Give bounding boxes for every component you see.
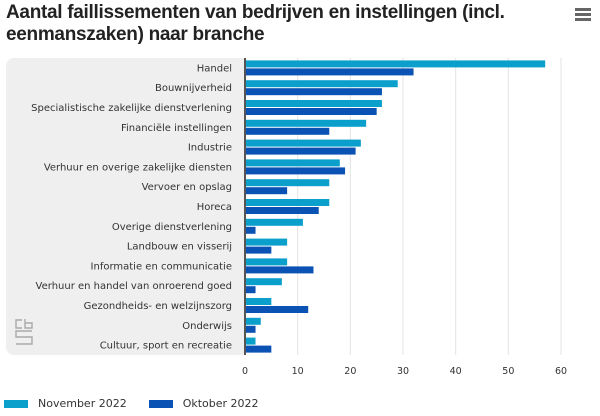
category-label: Landbouw en visserij <box>127 242 232 253</box>
x-tick-label: 50 <box>502 366 514 377</box>
bar-oktober-2022[interactable] <box>245 167 346 175</box>
bar-november-2022[interactable] <box>245 139 361 147</box>
legend-label: Oktober 2022 <box>182 397 259 410</box>
bar-november-2022[interactable] <box>245 298 272 305</box>
bar-oktober-2022[interactable] <box>245 147 356 155</box>
bar-oktober-2022[interactable] <box>245 127 330 135</box>
category-label: Onderwijs <box>182 321 232 332</box>
bar-oktober-2022[interactable] <box>245 207 319 214</box>
category-label: Financiële instellingen <box>121 123 232 134</box>
chart-title: Aantal faillissementen van bedrijven en … <box>6 2 505 45</box>
legend: November 2022 Oktober 2022 <box>4 397 281 410</box>
bar-november-2022[interactable] <box>245 80 398 88</box>
x-tick-label: 40 <box>450 366 462 377</box>
bar-november-2022[interactable] <box>245 317 261 325</box>
legend-label: November 2022 <box>38 397 127 410</box>
category-label: Vervoer en opslag <box>142 182 232 193</box>
category-label: Verhuur en overige zakelijke diensten <box>44 162 232 173</box>
bar-oktober-2022[interactable] <box>245 325 256 333</box>
bar-november-2022[interactable] <box>245 60 546 68</box>
category-label: Cultuur, sport en recreatie <box>100 341 232 352</box>
bar-oktober-2022[interactable] <box>245 88 382 96</box>
bar-oktober-2022[interactable] <box>245 286 256 294</box>
bar-oktober-2022[interactable] <box>245 246 272 254</box>
category-label: Verhuur en handel van onroerend goed <box>36 281 232 292</box>
bar-chart: Handel Bouwnijverheid Specialistische zake… <box>31 58 567 377</box>
bar-november-2022[interactable] <box>245 100 382 107</box>
cbs-logo-icon <box>15 319 33 345</box>
category-label: Industrie <box>188 143 232 154</box>
category-label: Gezondheids- en welzijnszorg <box>84 301 232 312</box>
bar-november-2022[interactable] <box>245 218 303 226</box>
bar-november-2022[interactable] <box>245 119 367 127</box>
bar-oktober-2022[interactable] <box>245 266 314 274</box>
category-label: Informatie en communicatie <box>91 261 232 272</box>
bar-november-2022[interactable] <box>245 179 330 187</box>
bar-november-2022[interactable] <box>245 238 288 246</box>
hamburger-menu-icon[interactable] <box>575 8 591 22</box>
bar-november-2022[interactable] <box>245 199 330 206</box>
category-label: Horeca <box>197 202 232 213</box>
bar-oktober-2022[interactable] <box>245 226 256 234</box>
category-label: Specialistische zakelijke dienstverlenin… <box>31 103 232 114</box>
category-label: Bouwnijverheid <box>155 83 232 94</box>
x-tick-label: 20 <box>344 366 356 377</box>
x-tick-label: 60 <box>555 366 567 377</box>
bar-oktober-2022[interactable] <box>245 187 288 195</box>
bar-november-2022[interactable] <box>245 258 288 266</box>
bar-oktober-2022[interactable] <box>245 108 377 115</box>
x-tick-label: 10 <box>292 366 304 377</box>
x-tick-label: 30 <box>397 366 409 377</box>
category-label: Overige dienstverlening <box>112 222 232 233</box>
x-tick-label: 0 <box>242 366 248 377</box>
bar-november-2022[interactable] <box>245 337 256 345</box>
category-label: Handel <box>197 63 232 74</box>
category-label-band <box>6 58 246 355</box>
bar-november-2022[interactable] <box>245 159 340 167</box>
bar-november-2022[interactable] <box>245 278 282 286</box>
bar-oktober-2022[interactable] <box>245 68 414 76</box>
legend-item-oktober-2022[interactable]: Oktober 2022 <box>148 397 259 410</box>
legend-item-november-2022[interactable]: November 2022 <box>4 397 127 410</box>
bar-oktober-2022[interactable] <box>245 345 272 353</box>
bar-oktober-2022[interactable] <box>245 306 309 313</box>
legend-swatch <box>148 399 173 408</box>
legend-swatch <box>4 399 28 408</box>
